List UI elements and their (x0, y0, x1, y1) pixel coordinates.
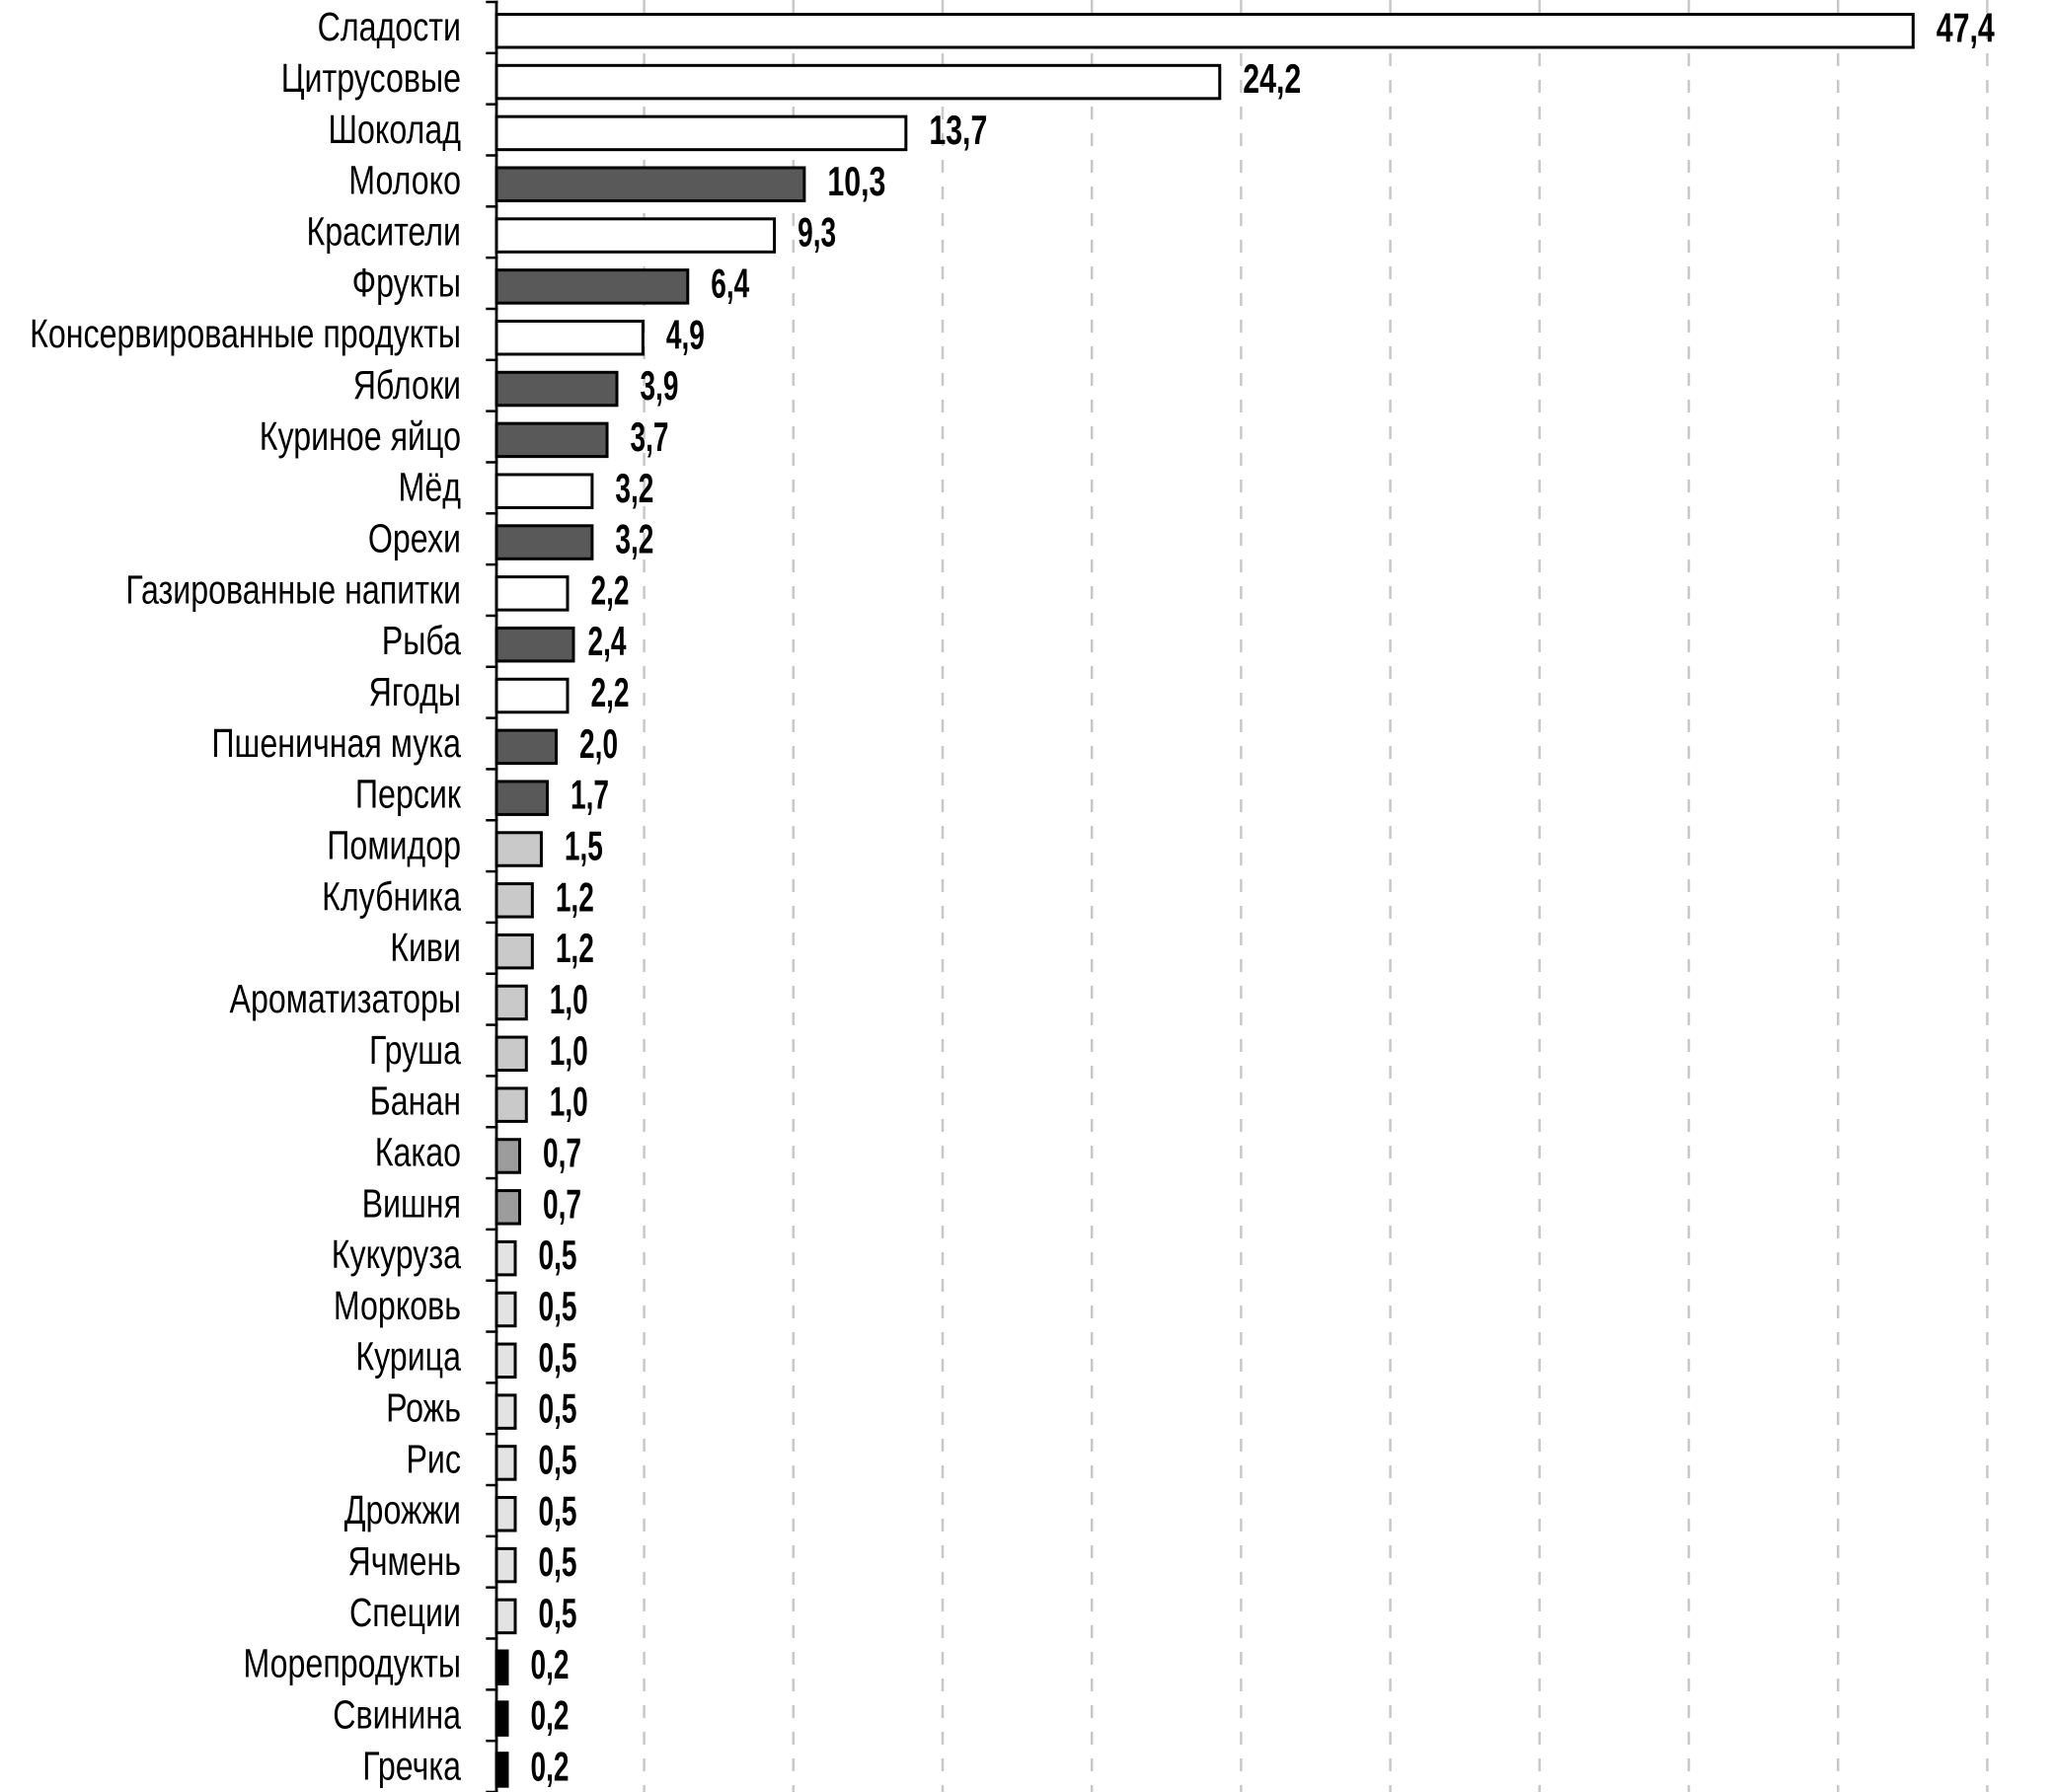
svg-text:Киви: Киви (390, 925, 461, 970)
svg-text:0,7: 0,7 (543, 1130, 581, 1176)
svg-text:47,4: 47,4 (1937, 4, 1995, 50)
svg-text:1,5: 1,5 (565, 823, 603, 869)
svg-text:3,9: 3,9 (641, 362, 679, 409)
svg-text:Пшеничная мука: Пшеничная мука (211, 720, 461, 766)
svg-text:Персик: Персик (355, 772, 462, 817)
svg-text:1,0: 1,0 (550, 1079, 588, 1125)
svg-text:Молоко: Молоко (348, 158, 461, 203)
svg-text:0,5: 0,5 (539, 1590, 577, 1636)
svg-text:Свинина: Свинина (333, 1692, 461, 1738)
svg-text:Морепродукты: Морепродукты (243, 1641, 461, 1686)
svg-text:2,2: 2,2 (591, 566, 630, 613)
svg-text:Цитрусовые: Цитрусовые (281, 55, 461, 101)
svg-text:0,5: 0,5 (539, 1487, 577, 1533)
svg-text:Морковь: Морковь (334, 1283, 461, 1328)
svg-text:13,7: 13,7 (929, 107, 987, 153)
svg-text:Дрожжи: Дрожжи (344, 1487, 461, 1532)
svg-text:9,3: 9,3 (798, 209, 836, 256)
svg-text:0,2: 0,2 (531, 1641, 570, 1687)
svg-text:Газированные напитки: Газированные напитки (125, 566, 461, 612)
svg-text:0,7: 0,7 (543, 1180, 581, 1227)
svg-text:Какао: Какао (375, 1129, 461, 1174)
svg-text:Груша: Груша (369, 1027, 461, 1073)
svg-text:4,9: 4,9 (666, 311, 705, 357)
svg-text:Рис: Рис (406, 1436, 461, 1481)
svg-text:10,3: 10,3 (827, 158, 885, 204)
svg-text:Фрукты: Фрукты (352, 260, 461, 305)
svg-text:Шоколад: Шоколад (329, 107, 462, 152)
svg-text:Курица: Курица (355, 1334, 461, 1380)
svg-text:3,2: 3,2 (615, 516, 653, 562)
svg-text:2,0: 2,0 (579, 720, 618, 767)
svg-text:Рыба: Рыба (382, 618, 461, 663)
svg-text:Клубника: Клубника (322, 873, 461, 919)
svg-text:1,7: 1,7 (571, 772, 609, 818)
svg-text:Помидор: Помидор (327, 822, 461, 867)
svg-text:0,5: 0,5 (539, 1437, 577, 1483)
svg-text:0,5: 0,5 (539, 1538, 577, 1585)
svg-text:Вишня: Вишня (362, 1180, 461, 1226)
svg-text:0,5: 0,5 (539, 1385, 577, 1432)
svg-text:Красители: Красители (307, 209, 462, 255)
svg-text:Гречка: Гречка (362, 1743, 461, 1788)
svg-text:Ягоды: Ягоды (369, 669, 461, 714)
svg-text:Специи: Специи (349, 1590, 461, 1635)
svg-text:1,2: 1,2 (556, 873, 594, 920)
svg-text:3,7: 3,7 (631, 413, 669, 460)
svg-text:3,2: 3,2 (615, 465, 653, 511)
svg-text:24,2: 24,2 (1243, 55, 1301, 102)
svg-text:0,5: 0,5 (539, 1283, 577, 1329)
svg-text:Ячмень: Ячмень (347, 1538, 461, 1584)
svg-text:Яблоки: Яблоки (353, 362, 461, 408)
svg-text:2,2: 2,2 (591, 669, 630, 715)
svg-text:Кукуруза: Кукуруза (332, 1232, 461, 1277)
svg-text:0,2: 0,2 (531, 1743, 570, 1789)
svg-text:Куриное яйцо: Куриное яйцо (260, 413, 461, 459)
svg-text:1,0: 1,0 (550, 1027, 588, 1074)
svg-text:6,4: 6,4 (711, 260, 749, 306)
svg-text:1,2: 1,2 (556, 925, 594, 971)
svg-text:1,0: 1,0 (550, 976, 588, 1022)
svg-text:Орехи: Орехи (368, 515, 461, 560)
svg-text:2,4: 2,4 (588, 618, 627, 664)
svg-text:Сладости: Сладости (318, 4, 461, 49)
svg-text:0,5: 0,5 (539, 1334, 577, 1381)
svg-text:Консервированные продукты: Консервированные продукты (30, 311, 461, 356)
svg-text:Мёд: Мёд (399, 465, 461, 510)
svg-text:0,5: 0,5 (539, 1232, 577, 1278)
svg-text:Банан: Банан (370, 1079, 461, 1124)
svg-text:Ароматизаторы: Ароматизаторы (230, 976, 461, 1021)
svg-text:Рожь: Рожь (386, 1385, 461, 1431)
svg-text:0,2: 0,2 (531, 1692, 570, 1739)
